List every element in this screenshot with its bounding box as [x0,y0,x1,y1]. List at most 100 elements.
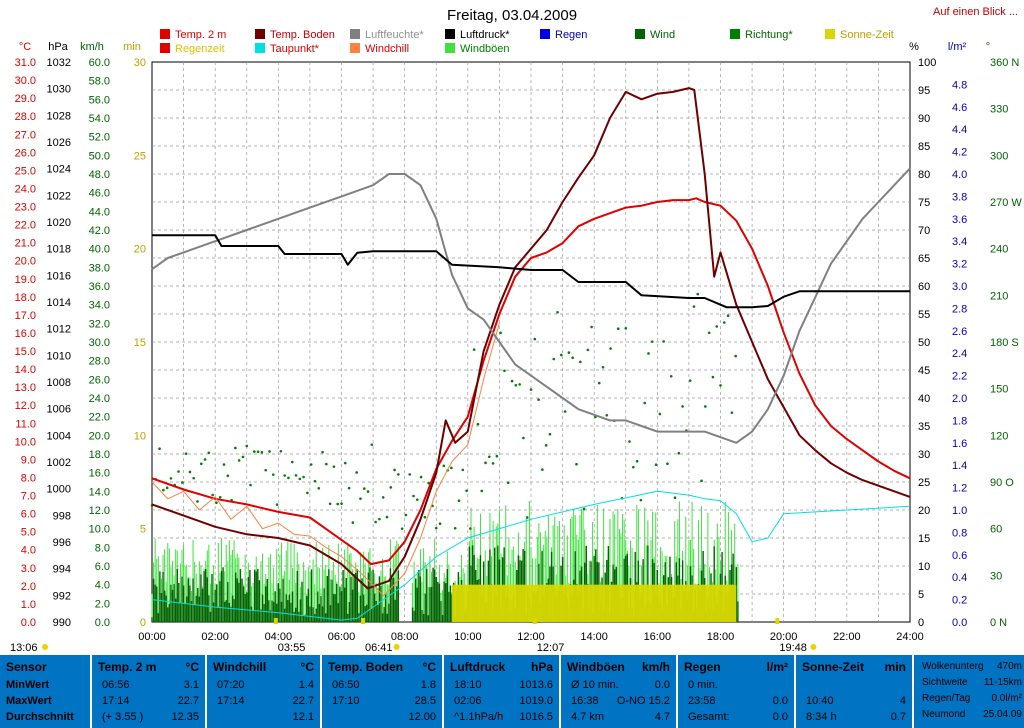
temp-tick: 8.0 [21,472,36,484]
temp-tick: 10.0 [15,436,36,448]
row-value: 1019.0 [519,695,553,707]
rain-tick: 1.0 [952,505,967,517]
hpa-tick: 1016 [47,270,71,282]
direction-dot [635,459,639,463]
temp-tick: 28.0 [15,111,36,123]
boden-header: Temp. Boden [328,660,404,674]
minute-tick: 30 [134,57,146,69]
axis-unit: % [909,41,919,53]
direction-dot [325,462,328,466]
direction-dot [529,388,533,391]
direction-dot [234,446,237,450]
direction-dot [704,405,707,408]
temp-tick: 4.0 [21,545,36,557]
hpa-tick: 994 [53,564,71,576]
minute-tick: 0 [140,617,146,629]
direction-dot [518,383,521,386]
direction-dot [734,354,737,358]
pct-tick: 55 [918,309,930,321]
rain-tick: 1.6 [952,438,967,450]
kmh-tick: 46.0 [89,188,110,200]
temp-tick: 1.0 [21,599,36,611]
temp-tick: 16.0 [15,328,36,340]
direction-dot [203,458,207,461]
direction-dot [643,401,646,405]
direction-dot [484,461,487,465]
hpa-tick: 1032 [47,57,71,69]
sonne-row: 10:40 4 [802,695,906,709]
hpa-tick: 1012 [47,324,71,336]
direction-dot [677,451,681,455]
direction-dot [419,475,423,479]
kmh-tick: 60.0 [89,57,110,69]
direction-dot [453,526,457,530]
axis-unit: min [123,41,141,53]
boeen-row: Ø 10 min. 0.0 [567,679,670,693]
time-tick: 22:00 [833,631,861,643]
direction-dot [309,463,313,466]
rain-tick: 0.4 [952,572,967,584]
pct-tick: 65 [918,253,930,265]
kmh-tick: 8.0 [95,542,110,554]
direction-dot [313,479,317,483]
kmh-tick: 14.0 [89,486,110,498]
row-value: 4 [899,695,906,707]
legend-label: Wind [650,29,675,41]
top-link[interactable]: Auf einen Blick ... [933,6,1018,18]
row-time: 17:10 [332,695,360,707]
time-tick: 16:00 [644,631,672,643]
direction-dot [719,384,722,387]
row-value: 0.0 [772,711,788,723]
rain-tick: 1.4 [952,460,967,472]
temp-tick: 13.0 [15,382,36,394]
kmh-tick: 42.0 [89,225,110,237]
extra-value: 0.0l/m² [991,693,1022,704]
direction-dot [597,381,601,385]
pct-tick: 20 [918,505,930,517]
extra-col: Wolkenuntergrenze 470m Sichtweite 11-15km Re… [912,655,1024,728]
row-value: 0.0 [654,679,670,691]
hpa-tick: 1006 [47,404,71,416]
direction-dot [370,443,374,446]
direction-dot [211,493,214,497]
hpa-tick: 1008 [47,377,71,389]
pct-tick: 100 [918,57,936,69]
regen-unit: l/m² [766,660,788,674]
legend-label: Taupunkt* [270,43,320,55]
legend-label: Windböen [460,43,510,55]
hpa-tick: 1020 [47,217,71,229]
direction-dot [537,398,540,402]
direction-dot [241,455,245,459]
pct-tick: 70 [918,225,930,237]
direction-dot [711,375,715,379]
direction-dot [222,463,226,466]
direction-dot [374,520,377,524]
minute-tick: 5 [140,524,146,536]
row-value: 1013.6 [519,679,553,691]
hpa-tick: 990 [53,617,71,629]
row-value: 1.8 [420,679,436,691]
row-time: 17:14 [102,695,130,707]
sunrise-tick [360,618,365,624]
pct-tick: 0 [918,617,924,629]
rain-tick: 0.8 [952,527,967,539]
direction-dot [400,527,404,530]
time-tick: 12:00 [517,631,545,643]
regen-header: Regen [684,660,721,674]
legend-label: Luftfeuchte* [365,29,424,41]
direction-dot [283,474,286,477]
direction-dot [321,450,324,454]
row-value: 4.7 [654,711,670,723]
extra-label: Sichtweite [922,677,968,688]
direction-dot [253,450,256,453]
sonne-unit: min [884,660,906,674]
druck-row: 02:06 1019.0 [450,695,553,709]
direction-dot [165,486,169,490]
rain-tick: 4.8 [952,79,967,91]
pct-tick: 45 [918,365,930,377]
pct-tick: 75 [918,197,930,209]
boden-unit: °C [422,660,436,674]
druck-col: Luftdruck hPa 18:10 1013.6 02:06 1019.0 ^1.1hP… [442,655,559,728]
kmh-tick: 58.0 [89,76,110,88]
pct-tick: 60 [918,281,930,293]
